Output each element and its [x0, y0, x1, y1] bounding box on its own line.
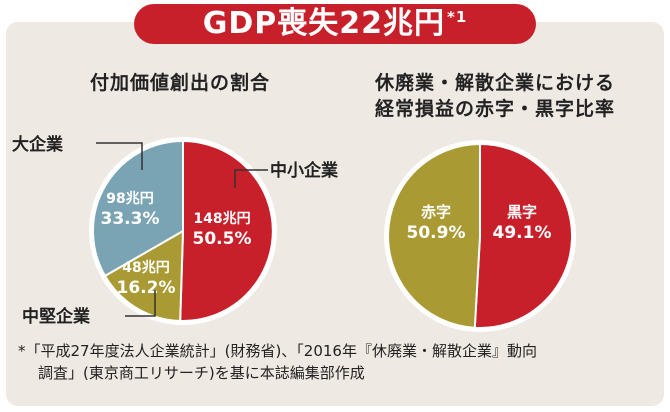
right-chart-title-line-2: 経常損益の赤字・黒字比率 [374, 98, 615, 120]
pie-right-label-1: 赤字 [421, 203, 451, 221]
footnote-line1: *「平成27年度法人企業統計」(財務省)、「2016年『休廃業・解散企業』動向 [18, 342, 537, 360]
right-chart-title: 休廃業・解散企業における 経常損益の赤字・黒字比率 [340, 70, 650, 122]
pie-left-value-3: 33.3% [101, 209, 160, 229]
callout-line-sme [234, 169, 268, 188]
banner-title-text: GDP喪失22兆円 [202, 6, 445, 41]
pie-left-value-2: 16.2% [117, 278, 176, 298]
left-chart-title: 付加価値創出の割合 [89, 72, 270, 94]
pie-left-slice-1 [179, 139, 274, 322]
pie-right: 赤字 50.9% 黒字 49.1% [384, 140, 576, 332]
banner-title: GDP喪失22兆円 *1 [134, 4, 536, 44]
right-chart-title-line-1: 休廃業・解散企業における [374, 72, 615, 94]
callout-line-large [96, 142, 143, 170]
pie-left: 148兆円 50.5% 48兆円 16.2% 98兆円 33.3% [89, 137, 277, 325]
pie-left-label-3: 98兆円 [106, 191, 153, 207]
pie-left-label-1: 148兆円 [193, 211, 250, 227]
pie-right-slice-1 [473, 142, 574, 329]
callout-large-enterprise: 大企業 [12, 134, 63, 155]
pie-right-label-2: 黒字 [507, 203, 537, 221]
pie-left-label-2: 48兆円 [122, 260, 169, 276]
footnote: *「平成27年度法人企業統計」(財務省)、「2016年『休廃業・解散企業』動向 … [18, 340, 658, 384]
pie-right-value-2: 49.1% [493, 223, 552, 243]
pie-left-value-1: 50.5% [193, 229, 252, 249]
pie-right-value-1: 50.9% [407, 223, 466, 243]
pie-right-slice-2 [387, 142, 481, 329]
banner-footnote-marker: *1 [446, 8, 468, 26]
callout-small-medium-enterprise: 中小企業 [270, 160, 338, 181]
pie-left-slice-2 [103, 229, 185, 322]
footnote-line2: 調査」(東京商工リサーチ)を基に本誌編集部作成 [38, 364, 365, 382]
callout-mid-sized-enterprise: 中堅企業 [22, 306, 90, 327]
callout-line-mid [125, 290, 156, 317]
pie-left-slice-3 [91, 139, 184, 278]
